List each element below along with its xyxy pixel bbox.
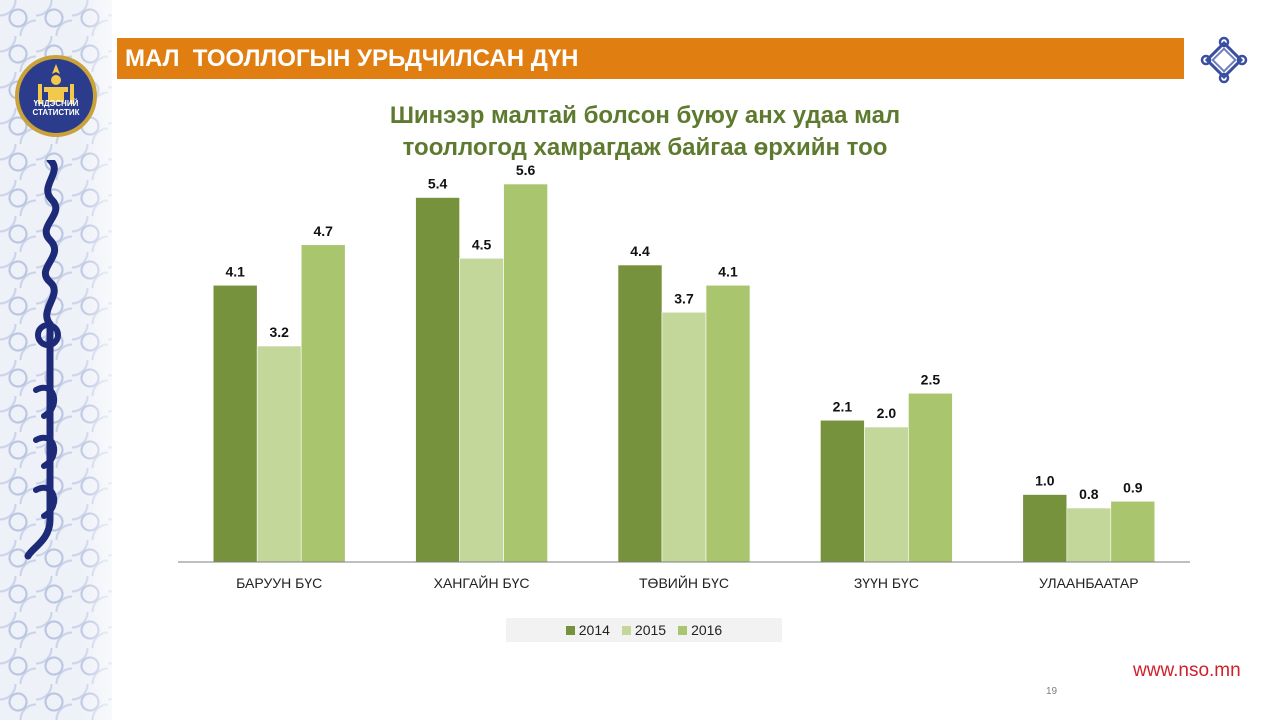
bar-2016-5 [1110, 500, 1156, 563]
legend-label-2016: 2016 [691, 622, 723, 638]
page-title: МАЛ ТООЛЛОГЫН УРЬДЧИЛСАН ДҮН [125, 45, 579, 72]
chart-title-line1: Шинээр малтай болсон буюу анх удаа мал [389, 102, 901, 129]
data-label-2015-1: 3.2 [269, 324, 289, 340]
emblem-caption-line2: СТАТИСТИК [32, 108, 80, 117]
chart-title-line2: тооллогод хамрагдаж байгаа өрхийн тоо [402, 134, 888, 161]
data-label-2015-5: 0.8 [1079, 486, 1099, 502]
legend-swatch-2014 [565, 625, 575, 635]
data-label-2014-4: 2.1 [833, 398, 853, 414]
bar-2016-1 [300, 244, 346, 563]
data-label-2015-4: 2.0 [877, 405, 897, 421]
endless-knot-icon [1200, 36, 1248, 84]
chart-title: Шинээр малтай болсон буюу анх удаа мал т… [345, 100, 945, 164]
legend-swatch-2015 [621, 625, 631, 635]
data-label-2014-2: 5.4 [428, 176, 448, 192]
data-label-2016-2: 5.6 [516, 162, 536, 178]
x-tick-label-3: ТӨВИЙН БҮС [639, 574, 729, 591]
bar-2014-1 [212, 284, 258, 563]
data-label-2016-4: 2.5 [921, 371, 941, 387]
data-label-2015-3: 3.7 [674, 290, 694, 306]
data-label-2016-1: 4.7 [313, 223, 333, 239]
bar-2016-4 [908, 392, 953, 563]
data-label-2014-1: 4.1 [225, 263, 245, 279]
nso-emblem-logo [15, 55, 97, 137]
legend-label-2014: 2014 [578, 622, 610, 638]
data-label-2015-2: 4.5 [472, 236, 492, 252]
bar-2014-4 [820, 419, 865, 563]
bar-2016-3 [705, 284, 751, 563]
legend-item-2015: 2015 [621, 622, 667, 638]
data-label-2016-5: 0.9 [1123, 479, 1143, 495]
bar-2015-4 [864, 426, 909, 563]
data-label-2014-3: 4.4 [630, 243, 650, 259]
x-tick-label-1: БАРУУН БҮС [236, 575, 322, 591]
bar-2015-3 [661, 311, 707, 563]
bar-2016-2 [503, 183, 548, 563]
mongolian-script-decoration [24, 160, 61, 560]
x-tick-label-5: УЛААНБААТАР [1039, 575, 1139, 591]
data-label-2014-5: 1.0 [1035, 473, 1055, 489]
emblem-caption-line1: ҮНДЭСНИЙ [33, 99, 79, 108]
page-number: 19 [1046, 686, 1058, 697]
data-label-2016-3: 4.1 [718, 263, 738, 279]
legend-swatch-2016 [678, 625, 688, 635]
chart-legend: 2014 2015 2016 [506, 618, 782, 642]
x-tick-label-2: ХАНГАЙН БҮС [434, 574, 530, 591]
emblem-caption: ҮНДЭСНИЙ СТАТИСТИК [22, 99, 90, 117]
bar-2014-2 [415, 197, 460, 563]
x-tick-label-4: ЗҮҮН БҮС [854, 575, 919, 591]
legend-label-2015: 2015 [634, 622, 667, 638]
header-banner: МАЛ ТООЛЛОГЫН УРЬДЧИЛСАН ДҮН [117, 38, 1184, 79]
bar-2015-5 [1066, 507, 1112, 563]
website-url[interactable]: www.nso.mn [1133, 660, 1241, 681]
legend-item-2014: 2014 [565, 622, 610, 638]
bar-2014-3 [617, 264, 663, 563]
legend-item-2016: 2016 [678, 622, 722, 638]
bar-2015-1 [256, 345, 302, 563]
bar-2014-5 [1022, 494, 1068, 563]
bar-2015-2 [459, 257, 504, 563]
